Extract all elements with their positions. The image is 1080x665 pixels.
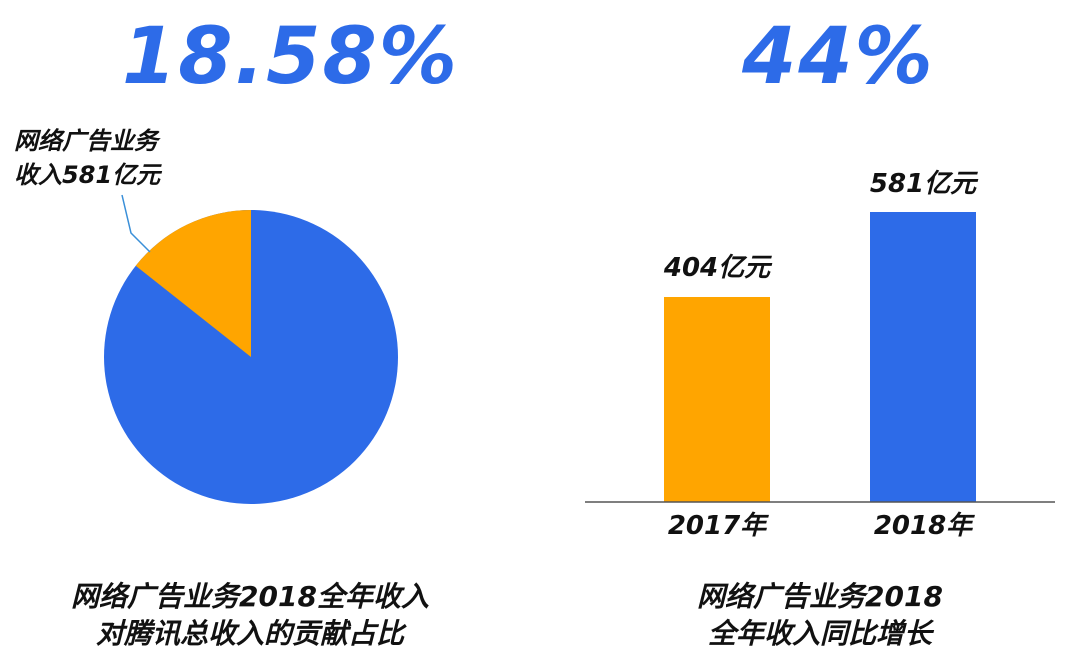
- bar-label-2017: 404亿元: [663, 253, 771, 283]
- bar-headline-percent: 44%: [742, 12, 935, 102]
- x-tick-2018: 2018年: [873, 511, 973, 541]
- bar-caption-line1: 网络广告业务2018: [697, 580, 943, 613]
- pie-leader-line: [121, 194, 151, 253]
- bar-caption-line2: 全年收入同比增长: [707, 617, 932, 650]
- bar-caption: 网络广告业务2018 全年收入同比增长: [650, 578, 990, 652]
- bar-chart: [585, 212, 1055, 503]
- pie-callout-line1: 网络广告业务: [14, 127, 158, 155]
- pie-chart: [104, 194, 398, 504]
- pie-callout-line2: 收入581亿元: [14, 161, 161, 189]
- x-tick-2017: 2017年: [667, 511, 767, 541]
- pie-slice-ad-revenue: [135, 210, 251, 357]
- bar-label-2018: 581亿元: [869, 169, 977, 199]
- pie-headline-percent: 18.58%: [122, 12, 459, 102]
- pie-caption-line1: 网络广告业务2018全年收入: [71, 580, 429, 613]
- pie-callout-label: 网络广告业务 收入581亿元: [14, 124, 160, 192]
- bar-2018: [870, 212, 976, 502]
- pie-caption: 网络广告业务2018全年收入 对腾讯总收入的贡献占比: [30, 578, 470, 652]
- pie-caption-line2: 对腾讯总收入的贡献占比: [95, 617, 404, 650]
- bar-2017: [664, 297, 770, 502]
